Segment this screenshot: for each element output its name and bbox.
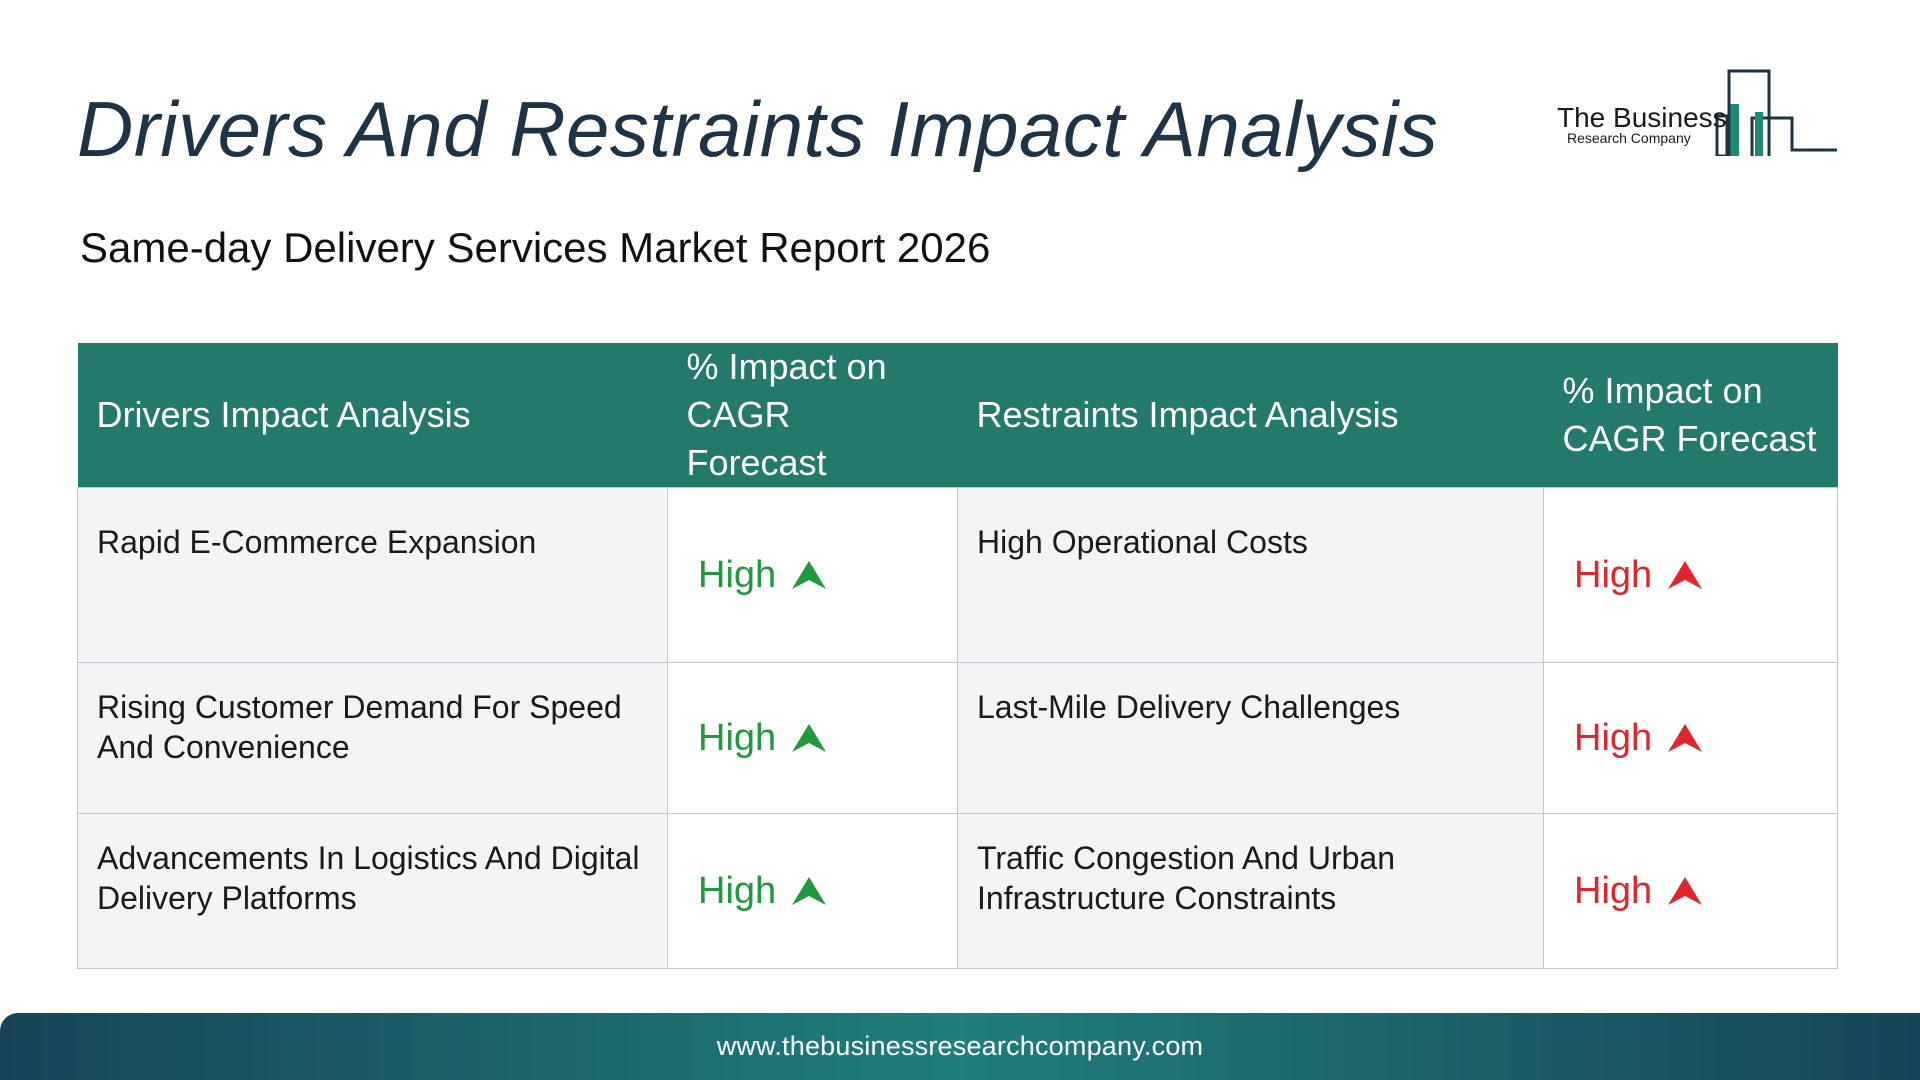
driver-impact-cell: High bbox=[667, 813, 958, 969]
impact-table: Drivers Impact Analysis % Impact on CAGR… bbox=[77, 343, 1838, 969]
driver-impact-cell: High bbox=[667, 487, 958, 663]
table-row: Rapid E-Commerce Expansion High High Ope… bbox=[77, 487, 1838, 663]
driver-impact-value: High bbox=[698, 716, 777, 759]
drivers-impact-header: % Impact on CAGR Forecast bbox=[667, 343, 958, 488]
red-up-arrow-icon bbox=[1668, 876, 1703, 905]
logo-tagline: Research Company bbox=[1567, 130, 1691, 146]
table-header-row: Drivers Impact Analysis % Impact on CAGR… bbox=[77, 343, 1838, 488]
restraint-cell: Last-Mile Delivery Challenges bbox=[957, 662, 1544, 814]
driver-cell: Rising Customer Demand For Speed And Con… bbox=[77, 662, 668, 814]
page-title: Drivers And Restraints Impact Analysis bbox=[77, 85, 1439, 173]
restraint-impact-cell: High bbox=[1543, 487, 1838, 663]
company-logo: The Business Research Company bbox=[1553, 66, 1837, 156]
restraint-impact-value: High bbox=[1574, 716, 1653, 759]
restraint-impact-value: High bbox=[1574, 553, 1653, 596]
restraint-impact-cell: High bbox=[1543, 662, 1838, 814]
restraints-header: Restraints Impact Analysis bbox=[957, 343, 1544, 488]
table-row: Advancements In Logistics And Digital De… bbox=[77, 813, 1838, 969]
restraint-cell: High Operational Costs bbox=[957, 487, 1544, 663]
restraints-impact-header: % Impact on CAGR Forecast bbox=[1543, 343, 1838, 488]
driver-cell: Rapid E-Commerce Expansion bbox=[77, 487, 668, 663]
driver-impact-value: High bbox=[698, 553, 777, 596]
green-up-arrow-icon bbox=[792, 723, 827, 752]
green-up-arrow-icon bbox=[792, 560, 827, 589]
driver-impact-value: High bbox=[698, 869, 777, 912]
green-up-arrow-icon bbox=[792, 876, 827, 905]
building-bars-icon bbox=[1715, 69, 1837, 156]
red-up-arrow-icon bbox=[1668, 560, 1703, 589]
drivers-header: Drivers Impact Analysis bbox=[77, 343, 668, 488]
footer-website-link[interactable]: www.thebusinessresearchcompany.com bbox=[716, 1031, 1204, 1061]
restraint-impact-cell: High bbox=[1543, 813, 1838, 969]
report-subtitle: Same-day Delivery Services Market Report… bbox=[80, 224, 991, 271]
footer-bar: www.thebusinessresearchcompany.com bbox=[0, 1013, 1920, 1080]
driver-impact-cell: High bbox=[667, 662, 958, 814]
logo-name: The Business bbox=[1557, 102, 1727, 133]
driver-cell: Advancements In Logistics And Digital De… bbox=[77, 813, 668, 969]
red-up-arrow-icon bbox=[1668, 723, 1703, 752]
table-row: Rising Customer Demand For Speed And Con… bbox=[77, 662, 1838, 814]
restraint-cell: Traffic Congestion And Urban Infrastruct… bbox=[957, 813, 1544, 969]
restraint-impact-value: High bbox=[1574, 869, 1653, 912]
